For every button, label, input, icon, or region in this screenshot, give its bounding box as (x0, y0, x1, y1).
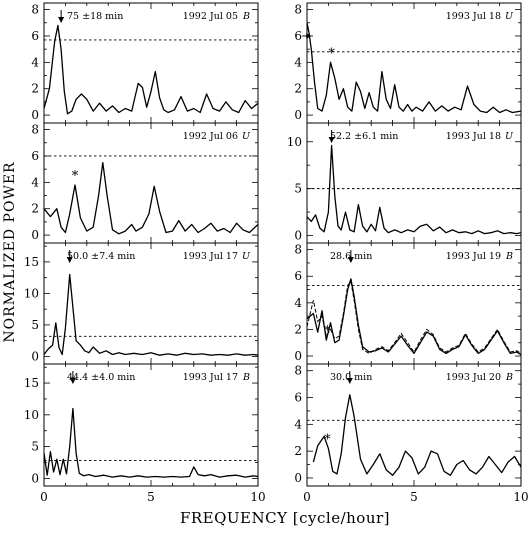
power-spectrum-line (43, 161, 259, 235)
period-arrow-head (69, 378, 76, 384)
y-tick-label: 0 (31, 349, 39, 363)
period-label: 52.2 ±6.1 min (330, 131, 398, 142)
period-arrow-head (306, 32, 312, 39)
date-label: 1993 Jul 17 (183, 372, 238, 383)
y-tick-label: 10 (287, 135, 302, 149)
filter-label: U (242, 131, 251, 142)
y-tick-label: 2 (31, 82, 39, 96)
y-tick-label: 4 (294, 55, 302, 69)
power-spectrum-line (306, 280, 522, 354)
y-tick-label: 4 (294, 296, 302, 310)
x-axis-label: FREQUENCY [cycle/hour] (180, 509, 390, 527)
y-tick-label: 6 (31, 29, 39, 43)
y-tick-label: 15 (24, 255, 39, 269)
date-label: 1993 Jul 18 (446, 11, 501, 22)
x-tick-label: 0 (40, 490, 48, 504)
panel-right-3: 0 5 10 0 2 4 6 8 30.0 min 1993 Jul 20 B * (294, 363, 529, 504)
y-tick-label: 5 (294, 182, 302, 196)
y-tick-label: 4 (31, 175, 39, 189)
date-label: 1993 Jul 18 (446, 131, 501, 142)
x-tick-label: 0 (303, 490, 311, 504)
x-tick-label: 10 (250, 490, 265, 504)
filter-label: B (242, 11, 250, 22)
y-tick-label: 6 (31, 149, 39, 163)
y-tick-label: 10 (24, 408, 39, 422)
y-tick-label: 0 (294, 471, 302, 485)
y-tick-label: 6 (294, 29, 302, 43)
y-tick-label: 5 (31, 440, 39, 454)
y-tick-label: 0 (294, 349, 302, 363)
panel-right-0: 0 2 4 6 8 1993 Jul 18 U * (294, 2, 522, 124)
filter-label: U (505, 11, 514, 22)
filter-label: B (505, 251, 513, 262)
y-tick-label: 2 (294, 444, 302, 458)
panel-left-2: 0 5 10 15 50.0 ±7.4 min 1993 Jul 17 U (24, 242, 259, 365)
x-tick-label: 5 (147, 490, 155, 504)
period-label: 30.0 min (330, 372, 372, 383)
power-spectrum-line (306, 144, 522, 235)
panel-right-1: 0 5 10 52.2 ±6.1 min 1993 Jul 18 U (287, 122, 522, 244)
y-tick-label: 8 (294, 243, 302, 257)
panel-left-1: 0 2 4 6 8 1992 Jul 06 U * (31, 122, 259, 244)
y-tick-label: 8 (294, 3, 302, 17)
y-tick-label: 0 (31, 108, 39, 122)
y-tick-label: 10 (24, 286, 39, 300)
y-tick-label: 15 (24, 376, 39, 390)
x-tick-label: 10 (513, 490, 528, 504)
y-tick-label: 6 (294, 269, 302, 283)
y-tick-label: 0 (31, 471, 39, 485)
filter-label: U (505, 131, 514, 142)
y-tick-label: 0 (294, 229, 302, 243)
y-tick-label: 8 (31, 123, 39, 137)
y-tick-label: 4 (294, 417, 302, 431)
power-spectrum-line (43, 24, 259, 115)
date-label: 1993 Jul 19 (446, 251, 501, 262)
y-tick-label: 8 (294, 364, 302, 378)
panel-group: 0 2 4 6 8 75 ±18 min 1992 Jul 05 B 0 2 4 6 8 1992 Jul… (24, 2, 529, 504)
y-axis-label: NORMALIZED POWER (2, 161, 18, 342)
power-spectrum-line (312, 394, 522, 476)
period-arrow-head (66, 257, 73, 263)
y-tick-label: 4 (31, 55, 39, 69)
y-tick-label: 0 (294, 108, 302, 122)
panel-left-0: 0 2 4 6 8 75 ±18 min 1992 Jul 05 B (31, 2, 259, 124)
date-label: 1993 Jul 17 (183, 251, 238, 262)
y-tick-label: 0 (31, 228, 39, 242)
power-spectrum-line (43, 273, 259, 356)
y-tick-label: 6 (294, 391, 302, 405)
power-spectrum-line (306, 278, 522, 356)
x-tick-label: 5 (410, 490, 418, 504)
y-tick-label: 2 (31, 202, 39, 216)
y-tick-label: 2 (294, 322, 302, 336)
period-label: 50.0 ±7.4 min (67, 251, 135, 262)
power-spectrum-line (306, 22, 522, 114)
y-tick-label: 8 (31, 3, 39, 17)
filter-label: U (242, 251, 251, 262)
star-marker: * (328, 46, 335, 61)
period-arrow-head (346, 378, 353, 384)
date-label: 1993 Jul 20 (446, 372, 501, 383)
period-label: 44.4 ±4.0 min (67, 372, 135, 383)
date-label: 1992 Jul 06 (183, 131, 238, 142)
power-spectrum-line (43, 407, 259, 478)
period-arrow-head (347, 257, 354, 263)
y-tick-label: 2 (294, 82, 302, 96)
period-arrow-head (58, 17, 65, 23)
date-label: 1992 Jul 05 (183, 11, 238, 22)
filter-label: B (242, 372, 250, 383)
period-arrow-head (328, 137, 335, 143)
star-marker: * (72, 169, 79, 184)
y-tick-label: 5 (31, 318, 39, 332)
star-marker: * (324, 432, 331, 447)
filter-label: B (505, 372, 513, 383)
panel-left-3: 0 5 10 0 5 10 15 44.4 ±4.0 min 1993 Jul 17 B (24, 363, 266, 504)
star-marker: * (324, 324, 331, 339)
period-label: 75 ±18 min (67, 11, 123, 22)
